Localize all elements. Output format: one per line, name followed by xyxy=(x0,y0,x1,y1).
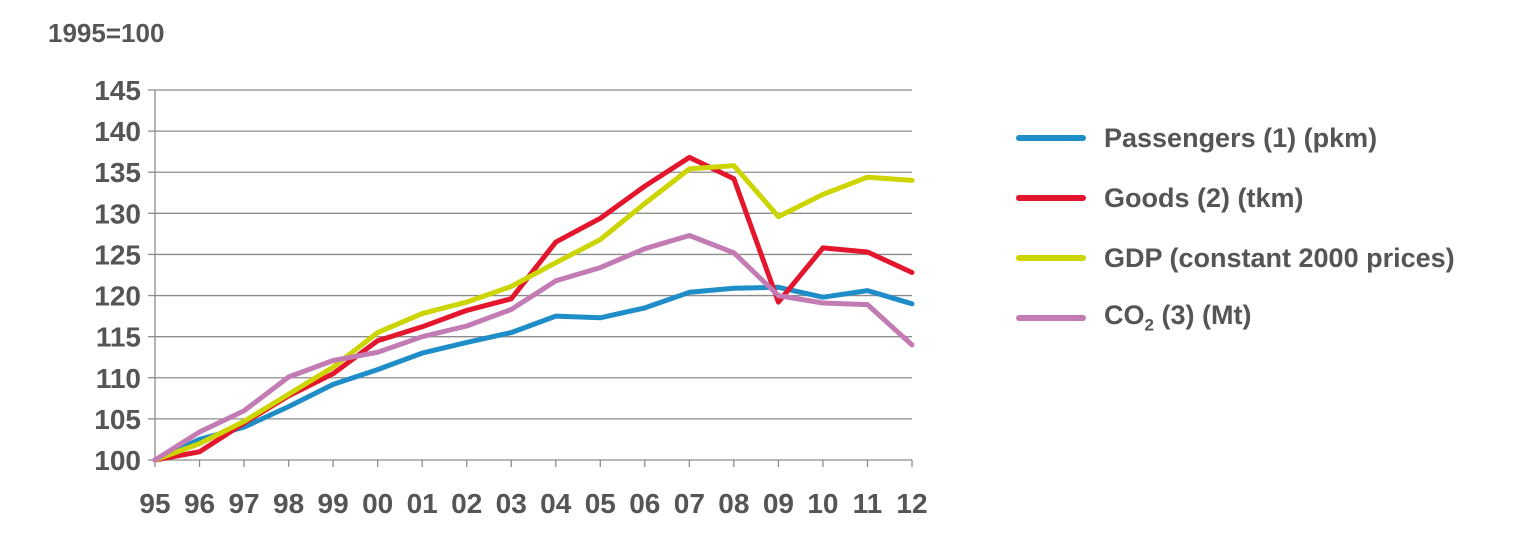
x-tick-label-09: 09 xyxy=(763,488,794,519)
x-tick-label-11: 11 xyxy=(853,488,883,519)
series-lines xyxy=(152,154,915,463)
legend-label-goods: Goods (2) (tkm) xyxy=(1104,182,1304,213)
x-tick-label-04: 04 xyxy=(540,488,572,519)
legend-item-co2: CO2 (3) (Mt) xyxy=(1016,288,1455,348)
gridlines xyxy=(155,89,912,420)
x-tick-label-01: 01 xyxy=(407,488,438,519)
y-tick-label-110: 110 xyxy=(96,363,141,394)
x-tick-label-07: 07 xyxy=(674,488,705,519)
legend-item-gdp: GDP (constant 2000 prices) xyxy=(1016,228,1455,288)
x-tick-label-99: 99 xyxy=(318,488,349,519)
y-tick-label-140: 140 xyxy=(94,116,141,147)
x-tick-label-03: 03 xyxy=(496,488,527,519)
y-tick-labels: 100 105 110 115 120 125 130 135 140 145 xyxy=(94,75,141,476)
legend-swatch-goods xyxy=(1016,195,1086,201)
x-tick-label-00: 00 xyxy=(362,488,393,519)
y-tick-label-125: 125 xyxy=(94,239,141,270)
legend-label-gdp: GDP (constant 2000 prices) xyxy=(1104,242,1455,273)
axes xyxy=(148,89,913,467)
legend-label-passengers: Passengers (1) (pkm) xyxy=(1104,122,1378,153)
legend: Passengers (1) (pkm) Goods (2) (tkm) GDP… xyxy=(1016,108,1455,348)
x-tick-label-96: 96 xyxy=(184,488,215,519)
x-tick-label-97: 97 xyxy=(228,488,259,519)
x-tick-label-05: 05 xyxy=(585,488,616,519)
y-tick-label-135: 135 xyxy=(94,157,141,188)
x-tick-label-95: 95 xyxy=(139,488,170,519)
y-tick-label-100: 100 xyxy=(94,445,141,476)
x-tick-label-98: 98 xyxy=(273,488,304,519)
legend-swatch-gdp xyxy=(1016,255,1086,261)
series-line-3 xyxy=(152,233,915,463)
legend-label-co2: CO2 (3) (Mt) xyxy=(1104,300,1252,335)
y-tick-label-130: 130 xyxy=(94,198,141,229)
x-tick-label-06: 06 xyxy=(629,488,660,519)
x-tick-label-10: 10 xyxy=(807,488,838,519)
x-tick-label-08: 08 xyxy=(718,488,749,519)
legend-item-goods: Goods (2) (tkm) xyxy=(1016,168,1455,228)
y-unit-label: 1995=100 xyxy=(48,18,165,48)
legend-swatch-co2 xyxy=(1016,315,1086,321)
x-tick-label-12: 12 xyxy=(896,488,927,519)
y-tick-label-120: 120 xyxy=(94,281,141,312)
legend-item-passengers: Passengers (1) (pkm) xyxy=(1016,108,1455,168)
series-line-0 xyxy=(152,284,915,463)
legend-swatch-passengers xyxy=(1016,135,1086,141)
x-tick-labels: 95 96 97 98 99 00 01 02 03 04 05 06 07 08 09 10 11 12 xyxy=(139,488,927,519)
y-tick-label-115: 115 xyxy=(96,322,141,353)
x-tick-label-02: 02 xyxy=(451,488,482,519)
y-tick-label-145: 145 xyxy=(94,75,141,106)
series-line-2 xyxy=(152,163,915,463)
y-tick-label-105: 105 xyxy=(94,404,141,435)
